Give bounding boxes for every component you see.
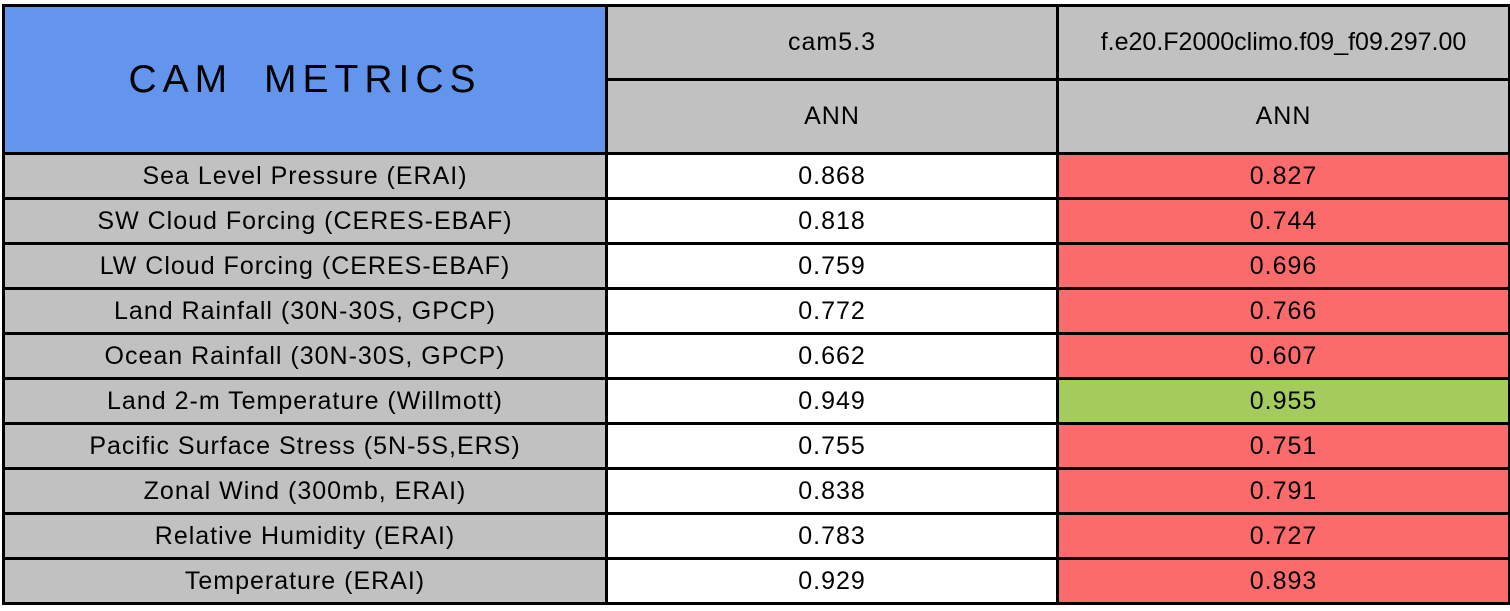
season-header-model-1: ANN xyxy=(605,78,1059,155)
cam-metrics-table: CAM METRICS cam5.3 f.e20.F2000climo.f09_… xyxy=(2,4,1510,605)
header-row-models: CAM METRICS cam5.3 f.e20.F2000climo.f09_… xyxy=(2,4,1510,155)
test-value: 0.751 xyxy=(1056,422,1510,470)
table-row: Sea Level Pressure (ERAI) 0.868 0.827 xyxy=(2,152,1510,200)
control-value: 0.755 xyxy=(605,422,1059,470)
table-title: CAM METRICS xyxy=(2,4,608,155)
metric-label: SW Cloud Forcing (CERES-EBAF) xyxy=(2,197,608,245)
table-row: SW Cloud Forcing (CERES-EBAF) 0.818 0.74… xyxy=(2,197,1510,245)
table-row: Land Rainfall (30N-30S, GPCP) 0.772 0.76… xyxy=(2,287,1510,335)
table-row: Land 2-m Temperature (Willmott) 0.949 0.… xyxy=(2,377,1510,425)
metric-label: Land Rainfall (30N-30S, GPCP) xyxy=(2,287,608,335)
control-value: 0.759 xyxy=(605,242,1059,290)
header-row-season: ANN ANN xyxy=(4,78,1510,155)
control-value: 0.838 xyxy=(605,467,1059,515)
control-value: 0.818 xyxy=(605,197,1059,245)
column-header-model-1: cam5.3 xyxy=(605,4,1059,81)
control-value: 0.772 xyxy=(605,287,1059,335)
test-value: 0.727 xyxy=(1056,512,1510,560)
metric-label: Land 2-m Temperature (Willmott) xyxy=(2,377,608,425)
control-value: 0.783 xyxy=(605,512,1059,560)
metric-label: Relative Humidity (ERAI) xyxy=(2,512,608,560)
test-value: 0.893 xyxy=(1056,557,1510,605)
control-value: 0.868 xyxy=(605,152,1059,200)
table-row: Temperature (ERAI) 0.929 0.893 xyxy=(2,557,1510,605)
test-value: 0.955 xyxy=(1056,377,1510,425)
metric-label: LW Cloud Forcing (CERES-EBAF) xyxy=(2,242,608,290)
test-value: 0.766 xyxy=(1056,287,1510,335)
control-value: 0.929 xyxy=(605,557,1059,605)
table-row: Ocean Rainfall (30N-30S, GPCP) 0.662 0.6… xyxy=(2,332,1510,380)
metric-label: Temperature (ERAI) xyxy=(2,557,608,605)
control-value: 0.662 xyxy=(605,332,1059,380)
table-row: Relative Humidity (ERAI) 0.783 0.727 xyxy=(2,512,1510,560)
table-row: LW Cloud Forcing (CERES-EBAF) 0.759 0.69… xyxy=(2,242,1510,290)
table-row: Pacific Surface Stress (5N-5S,ERS) 0.755… xyxy=(2,422,1510,470)
metric-label: Zonal Wind (300mb, ERAI) xyxy=(2,467,608,515)
metric-label: Pacific Surface Stress (5N-5S,ERS) xyxy=(2,422,608,470)
control-value: 0.949 xyxy=(605,377,1059,425)
test-value: 0.607 xyxy=(1056,332,1510,380)
metric-label: Ocean Rainfall (30N-30S, GPCP) xyxy=(2,332,608,380)
metric-label: Sea Level Pressure (ERAI) xyxy=(2,152,608,200)
test-value: 0.744 xyxy=(1056,197,1510,245)
test-value: 0.827 xyxy=(1056,152,1510,200)
test-value: 0.696 xyxy=(1056,242,1510,290)
test-value: 0.791 xyxy=(1056,467,1510,515)
column-header-model-2: f.e20.F2000climo.f09_f09.297.00 xyxy=(1056,4,1510,81)
table-row: Zonal Wind (300mb, ERAI) 0.838 0.791 xyxy=(2,467,1510,515)
season-header-model-2: ANN xyxy=(1056,78,1510,155)
